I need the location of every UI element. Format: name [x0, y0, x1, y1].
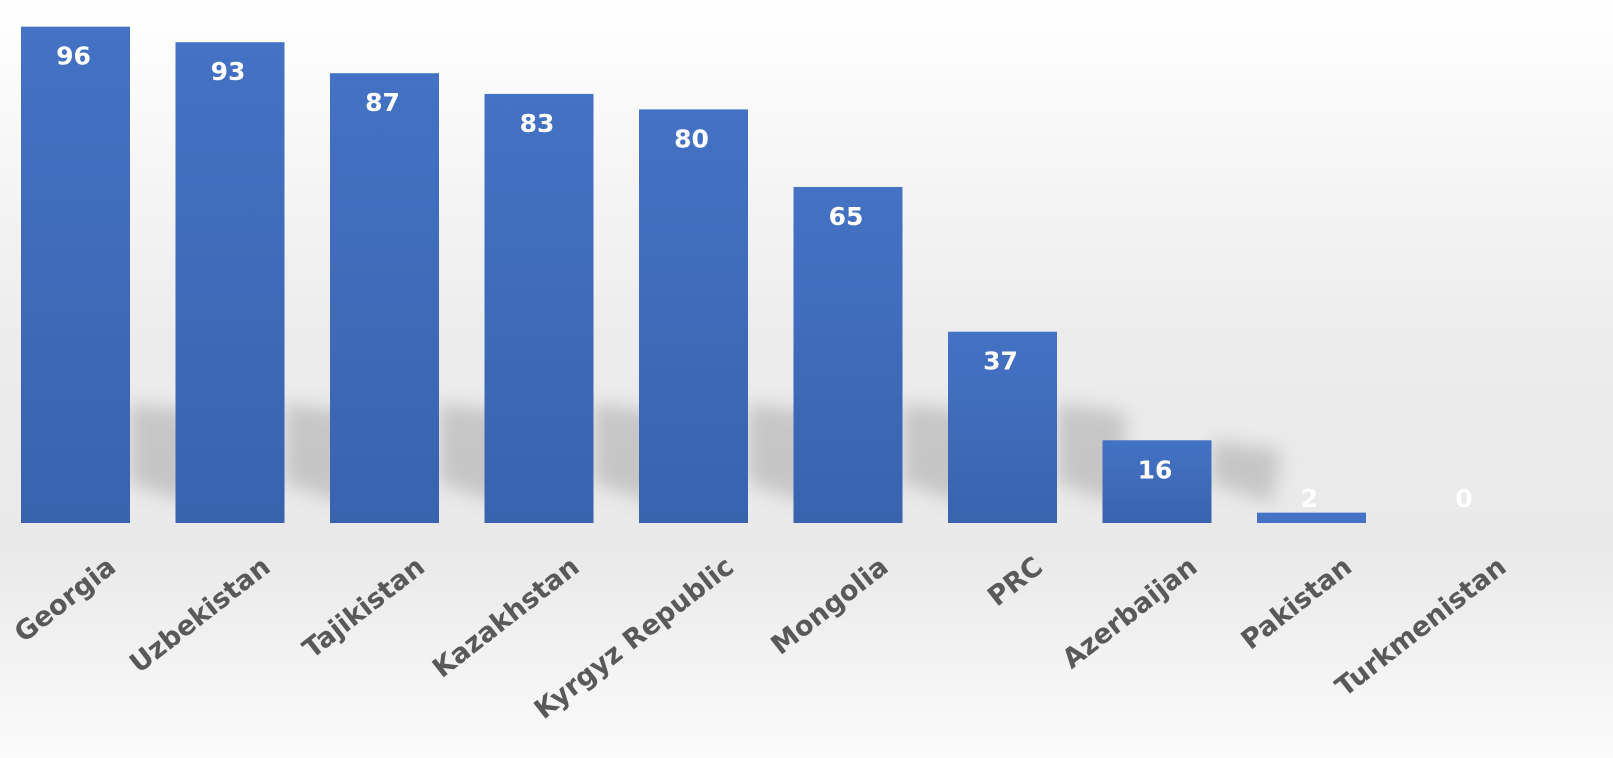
bars: [21, 26, 1366, 524]
bar-kazakhstan: [484, 93, 594, 523]
value-label-mongolia: 65: [829, 202, 864, 231]
value-label-kyrgyz-republic: 80: [674, 124, 709, 153]
value-label-prc: 37: [983, 347, 1018, 376]
bar-uzbekistan: [175, 42, 285, 523]
bar-kyrgyz-republic: [639, 109, 748, 524]
value-labels: 96 93 87 83 80 65 37 16 2 0: [56, 42, 1473, 513]
value-label-azerbaijan: 16: [1138, 455, 1173, 484]
value-label-turkmenistan: 0: [1455, 484, 1472, 513]
bar-shadow-azerbaijan: [1211, 440, 1282, 503]
bar-pakistan: [1257, 512, 1366, 523]
value-label-tajikistan: 87: [365, 88, 400, 117]
bar-mongolia: [793, 186, 903, 523]
bar-prc: [948, 331, 1057, 523]
value-label-pakistan: 2: [1301, 484, 1318, 513]
bar-azerbaijan: [1102, 440, 1212, 523]
value-label-uzbekistan: 93: [211, 57, 246, 86]
value-label-georgia: 96: [56, 42, 91, 71]
value-label-kazakhstan: 83: [520, 109, 555, 138]
bar-tajikistan: [330, 73, 439, 524]
bar-georgia: [21, 26, 130, 524]
